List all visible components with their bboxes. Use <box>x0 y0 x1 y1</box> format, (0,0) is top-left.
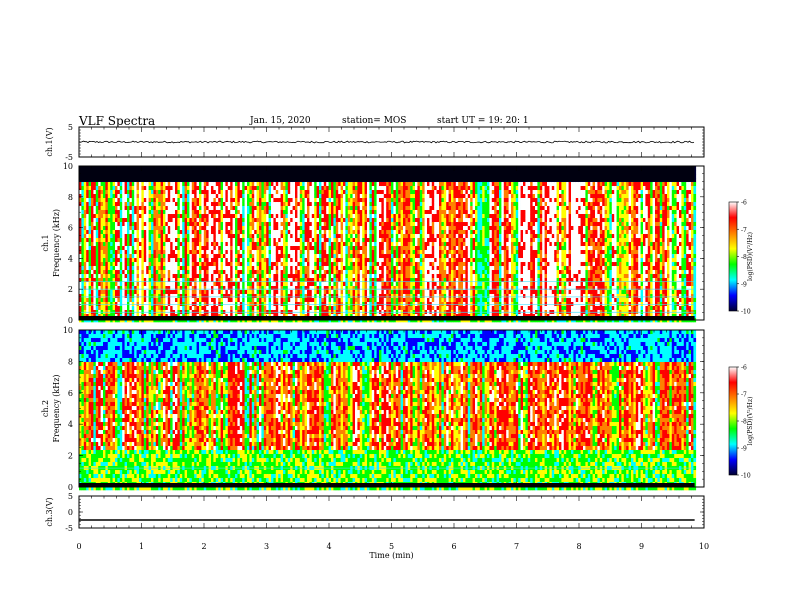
x-tick-label: 8 <box>576 542 581 551</box>
chart-title: VLF Spectra <box>79 114 155 128</box>
x-tick-label: 6 <box>451 542 456 551</box>
y-tick-label: 2 <box>68 452 73 461</box>
y-axis-label: ch.1 <box>41 234 50 251</box>
y-tick-label: 0 <box>68 508 73 517</box>
colorbar-tick-label: -9 <box>741 281 747 288</box>
x-tick-label: 9 <box>639 542 644 551</box>
x-tick-label: 2 <box>201 542 206 551</box>
station-label: station= MOS <box>342 116 406 126</box>
x-tick-label: 5 <box>389 542 394 551</box>
panel-ch1-spectrogram <box>79 166 697 323</box>
y-tick-label: 10 <box>63 326 73 335</box>
y-tick-label: 10 <box>63 162 73 171</box>
waveform-trace <box>78 140 695 144</box>
spectrogram-cells <box>79 166 697 323</box>
y-tick-label: 4 <box>68 254 73 263</box>
date-label: Jan. 15, 2020 <box>250 116 311 126</box>
bottom-dark-band <box>79 316 695 320</box>
colorbar-tick-label: -10 <box>741 309 751 316</box>
colorbar-tick-label: -6 <box>741 365 747 372</box>
start-time-label: start UT = 19: 20: 1 <box>437 116 529 126</box>
colorbar-label: log(PSD)(V²/Hz) <box>747 397 754 446</box>
y-tick-label: -5 <box>65 524 73 533</box>
y-tick-label: 4 <box>68 420 73 429</box>
y-tick-label: 5 <box>68 492 73 501</box>
y-tick-label: -5 <box>65 153 73 162</box>
colorbar-tick-label: -8 <box>741 254 747 261</box>
y-tick-label: 0 <box>68 483 73 492</box>
colorbar-tick-label: -8 <box>741 419 747 426</box>
y-tick-label: 0 <box>68 316 73 325</box>
panel-ch1-waveform <box>78 140 695 144</box>
colorbar-tick-label: -7 <box>741 392 747 399</box>
x-tick-label: 1 <box>139 542 144 551</box>
y-tick-label: 8 <box>68 193 73 202</box>
colorbar-tick-label: -6 <box>741 200 747 207</box>
y-tick-label: 6 <box>68 389 73 398</box>
colorbar-ch1-spectrogram <box>728 201 738 312</box>
panel-ch2-spectrogram <box>79 330 697 491</box>
y-axis-label: ch.2 <box>41 400 50 417</box>
bottom-dark-band <box>79 483 695 487</box>
x-tick-label: 4 <box>326 542 331 551</box>
colorbar-tick-label: -7 <box>741 227 747 234</box>
x-axis-label: Time (min) <box>369 551 413 560</box>
x-tick-label: 7 <box>514 542 519 551</box>
colorbar-tick-label: -10 <box>741 473 751 480</box>
y-tick-label: 8 <box>68 357 73 366</box>
colorbar-ch2-spectrogram <box>728 366 738 476</box>
x-tick-label: 3 <box>264 542 269 551</box>
x-tick-label: 10 <box>699 542 709 551</box>
y-axis-label: ch.1(V) <box>45 127 54 156</box>
x-tick-label: 0 <box>76 542 81 551</box>
y-tick-label: 5 <box>68 123 73 132</box>
y-tick-label: 6 <box>68 224 73 233</box>
y-tick-label: 2 <box>68 285 73 294</box>
y-axis-label: ch.3(V) <box>45 497 54 526</box>
saturated-band <box>79 166 695 182</box>
y-axis-label: Frequency (kHz) <box>52 374 61 442</box>
spectrogram-cells <box>79 330 697 491</box>
colorbar-tick-label: -9 <box>741 446 747 453</box>
y-axis-label: Frequency (kHz) <box>52 209 61 277</box>
colorbar-label: log(PSD)(V²/Hz) <box>747 232 754 281</box>
